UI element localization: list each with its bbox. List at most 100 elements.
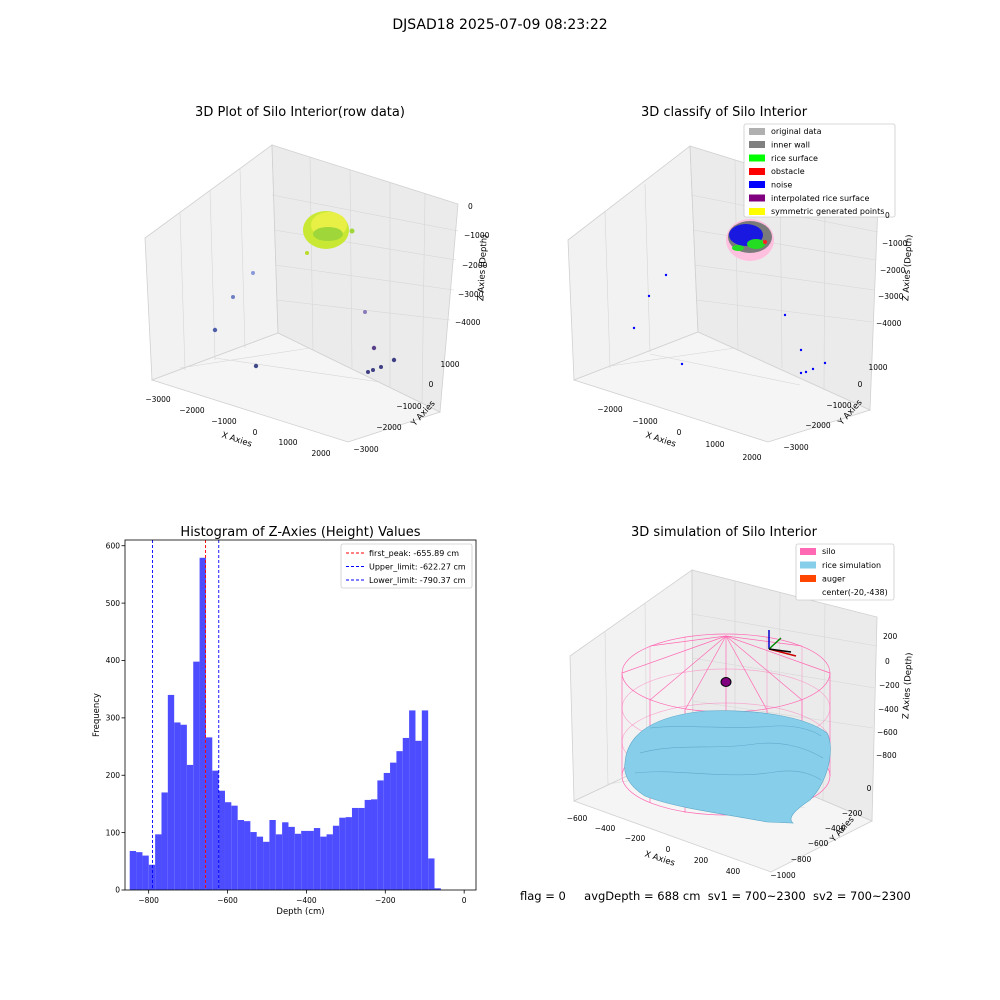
histogram-xtick-label: −600: [217, 896, 238, 905]
histogram-bar: [218, 790, 225, 890]
histogram-xtick-label: −400: [296, 896, 317, 905]
histogram-bar: [332, 825, 340, 890]
center-axes-marker: [768, 630, 797, 657]
histogram-bar: [421, 710, 429, 890]
panel2-ztick: −2000: [880, 266, 906, 275]
histogram-bar: [212, 770, 219, 890]
legend-swatch-inner-wall: [749, 141, 765, 148]
panel1-ytick: 0: [429, 380, 434, 389]
legend-label-obstacle: obstacle: [771, 167, 805, 176]
panel1-ytick: −2000: [376, 423, 402, 432]
panel2-xtick: −2000: [597, 405, 623, 414]
panel2-ztick: 0: [885, 211, 890, 220]
status-line: flag = 0 avgDepth = 688 cm sv1 = 700~230…: [520, 889, 911, 903]
status-sv1: sv1 = 700~2300: [707, 889, 806, 903]
histogram-bar: [307, 830, 314, 890]
histogram-bar: [129, 850, 137, 890]
histogram-bar: [415, 740, 422, 890]
panel1-point-cloud: [212, 211, 397, 374]
panel4-xtick: −400: [595, 824, 616, 833]
histogram-ytick-label: 0: [115, 886, 120, 895]
legend-label-noise: noise: [771, 181, 792, 190]
panel1-xlabel: X Axies: [220, 430, 253, 449]
panel1-xtick: −3000: [145, 395, 171, 404]
histogram-ytick-label: 500: [106, 599, 121, 608]
legend-swatch-obstacle: [749, 168, 765, 175]
histogram-xtick-label: −800: [138, 896, 159, 905]
legend-label-rice-simulation: rice simulation: [822, 561, 881, 570]
histogram-bar: [396, 751, 403, 890]
panel2-title: 3D classify of Silo Interior: [641, 105, 808, 120]
histogram-bar: [288, 826, 295, 890]
histogram-bar: [180, 724, 187, 890]
panel2-ytick: −3000: [783, 443, 809, 452]
panel4-xtick: 0: [666, 845, 671, 854]
histogram-bar: [402, 737, 410, 890]
legend-swatch-original-data: [749, 128, 765, 135]
panel4-xtick: −200: [625, 834, 646, 843]
status-flag: flag = 0: [520, 889, 566, 903]
histogram-ytick-label: 200: [106, 771, 121, 780]
legend-label-silo: silo: [822, 547, 836, 556]
histogram-bar: [294, 833, 302, 890]
panel4-ytick: 0: [867, 784, 872, 793]
histogram-bar: [377, 780, 384, 890]
panel2-ztick: −3000: [878, 292, 904, 301]
histogram-ytick-label: 300: [106, 714, 121, 723]
figure-title: DJSAD18 2025-07-09 08:23:22: [392, 17, 608, 33]
histogram-bar: [358, 807, 365, 890]
panel2-xtick: −1000: [632, 417, 658, 426]
histogram-bar: [345, 817, 352, 890]
histogram-bar: [205, 737, 213, 890]
legend-swatch-auger: [800, 575, 816, 582]
histogram-bar: [136, 852, 143, 890]
panel1-ytick: −1000: [396, 402, 422, 411]
panel1-xtick: 2000: [311, 449, 330, 458]
histogram-xlabel: Depth (cm): [276, 907, 324, 917]
histogram-bar: [174, 722, 181, 890]
histogram-bar: [351, 807, 359, 890]
panel1-axes-box: [144, 144, 459, 443]
histogram-legend-label: first_peak: -655.89 cm: [369, 549, 459, 558]
histogram-bar: [326, 834, 333, 890]
histogram-bar: [186, 764, 194, 890]
histogram-xtick-label: 0: [462, 896, 467, 905]
histogram-ytick-label: 600: [106, 541, 121, 550]
histogram-ytick-label: 100: [106, 828, 121, 837]
legend-label-inner-wall: inner wall: [771, 141, 810, 150]
legend-label-original-data: original data: [771, 127, 822, 136]
histogram-ytick-label: 400: [106, 656, 121, 665]
panel4-ztick: 0: [885, 657, 890, 666]
panel2-zlabel: Z Axies (Depth): [901, 234, 914, 301]
histogram-bar: [256, 836, 264, 890]
histogram-legend-label: Upper_limit: -622.27 cm: [369, 563, 466, 572]
legend-swatch-silo: [800, 548, 816, 555]
histogram-ylabel: Frequency: [92, 693, 102, 737]
rice-surface: [624, 710, 831, 824]
legend-swatch-rice-simulation: [800, 561, 816, 569]
panel-depth-histogram: Histogram of Z-Axies (Height) Values −800…: [92, 525, 477, 917]
panel1-xtick: 1000: [278, 438, 297, 447]
legend-swatch-noise: [749, 181, 765, 188]
status-avg-depth: avgDepth = 688 cm: [584, 889, 701, 903]
panel4-ytick: −600: [808, 839, 829, 848]
panel-silo-simulation: 3D simulation of Silo Interior: [567, 525, 915, 880]
legend-label-center: center(-20,-438): [822, 588, 888, 597]
histogram-bar: [282, 822, 289, 890]
histogram-bar: [269, 820, 276, 890]
histogram-title: Histogram of Z-Axies (Height) Values: [180, 525, 420, 540]
histogram-bar: [263, 841, 270, 890]
histogram-bar: [409, 710, 416, 890]
panel2-legend: original data inner wall rice surface ob…: [743, 123, 896, 218]
panel4-title: 3D simulation of Silo Interior: [631, 525, 818, 540]
legend-swatch-rice-surface: [749, 154, 765, 162]
panel1-ztick: −4000: [455, 318, 481, 327]
panel1-ytick: −3000: [353, 445, 379, 454]
histogram-bar: [155, 834, 162, 890]
histogram-legend-label: Lower_limit: -790.37 cm: [369, 576, 466, 585]
panel2-ztick: −1000: [882, 239, 908, 248]
panel2-xtick: 0: [677, 428, 682, 437]
panel4-ytick: −1000: [770, 871, 796, 880]
panel2-ytick: 1000: [868, 363, 887, 372]
panel1-xtick: −1000: [211, 417, 237, 426]
